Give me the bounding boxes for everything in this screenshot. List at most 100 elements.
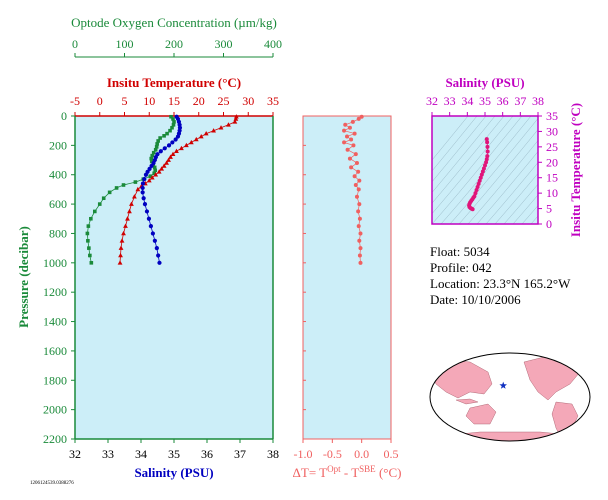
density-contour: [432, 116, 523, 224]
temperature-point: [188, 139, 194, 145]
pressure-axis-label: Pressure (decibar): [16, 226, 31, 328]
salinity-point: [147, 166, 152, 171]
salinity-point: [152, 238, 157, 243]
oxygen-point: [86, 224, 91, 228]
temperature-point: [156, 169, 162, 174]
delta-t-point: [357, 202, 362, 207]
salinity-point: [173, 137, 178, 142]
float-number: Float: 5034: [430, 244, 490, 259]
delta-t-tick-label: 0.5: [384, 447, 399, 461]
salinity-ticks: 32 33 34 35 36 37 38: [69, 439, 279, 461]
density-contour: [458, 129, 538, 224]
temperature-point: [117, 260, 123, 265]
land-australia: [465, 403, 497, 425]
ts-point: [484, 160, 489, 165]
oxygen-point: [151, 150, 156, 155]
ts-salinity-tick-label: 33: [444, 94, 456, 108]
oxygen-point: [158, 136, 162, 140]
pressure-tick-label: 1600: [43, 344, 67, 358]
temperature-point: [132, 194, 137, 199]
salinity-point: [140, 185, 145, 191]
ts-point: [484, 157, 489, 162]
ts-point: [477, 178, 482, 183]
ts-point: [481, 166, 486, 171]
density-contour: [476, 151, 538, 224]
temperature-point: [198, 133, 204, 139]
oxygen-ticks: 0 100 200 300 400: [72, 37, 282, 57]
ts-temperature-tick-label: 0: [546, 217, 552, 231]
salinity-point: [158, 149, 163, 154]
delta-t-point: [356, 209, 361, 214]
pressure-tick-label: 0: [61, 109, 67, 123]
delta-t-label-sup1: Opt: [327, 464, 341, 474]
pressure-tick-label: 600: [49, 197, 67, 211]
oxygen-point: [171, 117, 175, 121]
salinity-tick-label: 34: [135, 447, 147, 461]
salinity-point: [156, 253, 161, 258]
salinity-point: [144, 209, 150, 214]
series-temperature: [117, 114, 239, 265]
footer-id: 1206124539.0388276: [30, 481, 74, 486]
temperature-point: [179, 145, 184, 151]
temperature-tick-label: 30: [242, 94, 254, 108]
oxygen-point: [93, 209, 97, 214]
ts-series: [467, 137, 490, 212]
temperature-tick-label: 15: [168, 94, 180, 108]
oxygen-axis-label: Optode Oxygen Concentration (µm/kg): [71, 15, 277, 30]
ts-temperature-tick-label: 30: [546, 124, 558, 138]
delta-t-point: [347, 156, 352, 161]
pressure-tick-label: 800: [49, 226, 67, 240]
density-contour: [432, 116, 505, 204]
delta-t-point: [349, 137, 354, 142]
temperature-tick-label: 20: [193, 94, 205, 108]
temperature-tick-label: 10: [143, 94, 155, 108]
oxygen-point: [169, 114, 173, 119]
oxygen-tick-label: 100: [116, 37, 134, 51]
oxygen-point: [171, 123, 176, 127]
ts-salinity-tick-label: 38: [532, 94, 544, 108]
temperature-point: [166, 157, 171, 162]
ts-temperature-tick-label: 20: [546, 155, 558, 169]
salinity-point: [146, 216, 152, 221]
delta-t-series: [342, 114, 364, 265]
temperature-point: [129, 201, 134, 206]
profile-date: Date: 10/10/2006: [430, 292, 521, 307]
delta-t-point: [358, 231, 363, 236]
ts-temperature-tick-label: 25: [546, 140, 558, 154]
pressure-tick-label: 1800: [43, 373, 67, 387]
delta-t-point: [351, 143, 356, 148]
delta-t-ticks: -1.0 -0.5 0.0 0.5: [294, 115, 399, 461]
oxygen-point: [89, 261, 94, 265]
ts-point: [483, 163, 487, 168]
oxygen-point: [121, 183, 126, 187]
oxygen-point: [114, 186, 119, 190]
oxygen-point: [101, 196, 106, 201]
ts-salinity-label: Salinity (PSU): [445, 75, 524, 90]
delta-t-point: [354, 160, 359, 165]
pressure-tick-label: 2000: [43, 403, 67, 417]
map-outline: [429, 352, 591, 442]
density-contour: [432, 116, 514, 214]
temperature-point: [127, 208, 132, 214]
oxygen-point: [152, 171, 156, 176]
salinity-point: [166, 143, 172, 148]
delta-t-point: [354, 194, 359, 199]
delta-t-point: [357, 216, 362, 221]
salinity-point: [149, 163, 154, 169]
temperature-point: [168, 154, 173, 159]
salinity-tick-label: 38: [267, 447, 279, 461]
temperature-point: [164, 160, 169, 165]
salinity-tick-label: 32: [69, 447, 81, 461]
salinity-tick-label: 33: [102, 447, 114, 461]
float-info: Float: 5034 Profile: 042 Location: 23.3°…: [430, 244, 570, 308]
salinity-point: [170, 140, 175, 145]
oxygen-tick-label: 0: [72, 37, 78, 51]
delta-t-point: [352, 131, 357, 136]
delta-t-point: [342, 128, 347, 133]
ts-point: [474, 188, 479, 193]
delta-t-point: [353, 152, 358, 157]
temperature-point: [232, 119, 238, 124]
temperature-point: [118, 252, 123, 258]
oxygen-point: [170, 125, 174, 130]
delta-t-axis-label: ΔT= TOpt - TSBE (°C): [293, 464, 402, 480]
